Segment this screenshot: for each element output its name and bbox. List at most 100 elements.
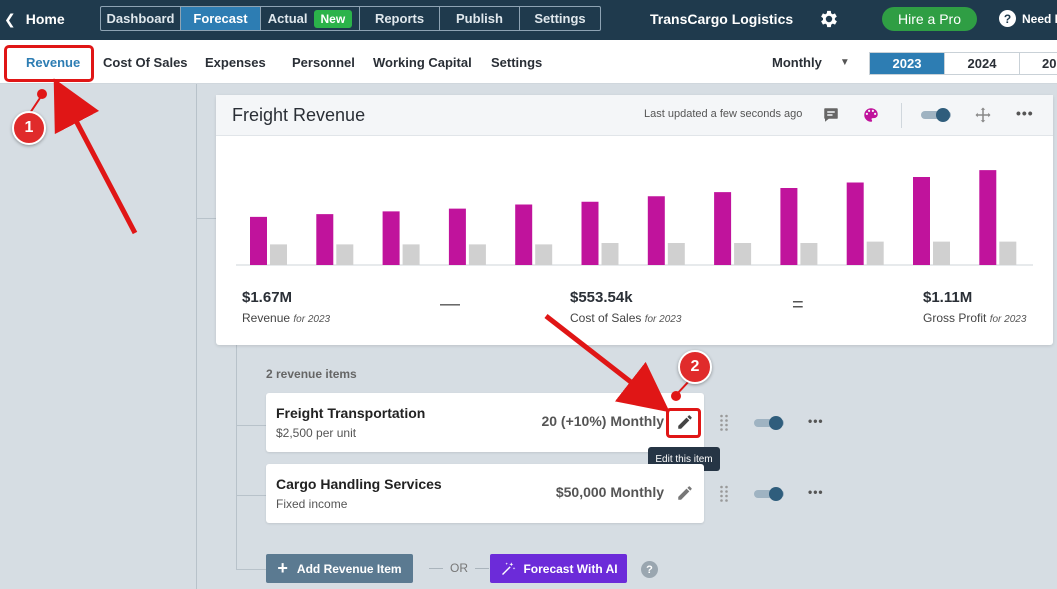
card-toggle[interactable]: [920, 106, 952, 124]
stat-revenue-label: Revenue for 2023: [242, 311, 330, 325]
item-more-options-icon[interactable]: •••: [808, 414, 824, 428]
stat-profit-label-text: Gross Profit: [923, 311, 987, 325]
period-select[interactable]: Monthly ▼: [772, 55, 850, 70]
subtab-settings[interactable]: Settings: [491, 54, 543, 70]
subtab-working-capital[interactable]: Working Capital: [373, 54, 472, 70]
tree-line: [196, 84, 197, 589]
pencil-icon[interactable]: [676, 484, 694, 502]
period-value: Monthly: [772, 55, 822, 70]
tab-actual[interactable]: Actual New: [261, 7, 360, 30]
cost-bar-4: [468, 244, 486, 265]
add-revenue-item-button[interactable]: + Add Revenue Item: [266, 554, 413, 583]
card-title: Freight Revenue: [232, 105, 366, 125]
drag-handle-icon[interactable]: [719, 414, 729, 432]
stat-cost-of-sales: $553.54k Cost of Sales for 2023: [570, 289, 681, 325]
item-value: $50,000 Monthly: [555, 484, 664, 500]
main-nav-tabs: Dashboard Forecast Actual New Reports Pu…: [100, 6, 601, 31]
or-label: OR: [450, 561, 468, 575]
chevron-down-icon: ▼: [839, 57, 850, 68]
help-icon[interactable]: ?: [641, 561, 658, 578]
pencil-icon[interactable]: [676, 413, 694, 431]
top-bar: ❮ Home Dashboard Forecast Actual New Rep…: [0, 0, 1057, 40]
revenue-bar-5: [515, 204, 533, 265]
cost-bar-3: [402, 244, 420, 265]
tree-line: [236, 569, 266, 570]
add-revenue-item-label: Add Revenue Item: [296, 561, 402, 576]
or-dash-right: [475, 567, 489, 569]
subtab-personnel[interactable]: Personnel: [292, 54, 355, 70]
year-2024[interactable]: 2024: [945, 53, 1020, 74]
stat-revenue-label-text: Revenue: [242, 311, 291, 325]
minus-sign: —: [440, 293, 460, 315]
gear-icon[interactable]: [818, 8, 840, 30]
item-toggle[interactable]: [753, 485, 785, 503]
revenue-item-cargo-handling[interactable]: Cargo Handling Services Fixed income $50…: [266, 464, 704, 523]
home-link[interactable]: ❮ Home: [0, 0, 65, 38]
new-badge: New: [313, 9, 353, 28]
more-options-icon[interactable]: •••: [1016, 105, 1034, 121]
plus-icon: +: [277, 558, 288, 578]
cost-bar-12: [999, 241, 1017, 265]
cost-bar-10: [866, 241, 884, 265]
palette-icon[interactable]: [862, 106, 880, 124]
stat-revenue-value: $1.67M: [242, 289, 293, 306]
revenue-bar-4: [448, 208, 466, 265]
year-2023[interactable]: 2023: [870, 53, 945, 74]
cost-bar-5: [535, 244, 553, 265]
forecast-with-ai-button[interactable]: Forecast With AI: [490, 554, 627, 583]
tab-publish[interactable]: Publish: [440, 7, 520, 30]
cost-bar-9: [800, 243, 818, 265]
last-updated: Last updated a few seconds ago: [644, 108, 803, 120]
help-link[interactable]: ? Need H: [999, 10, 1057, 27]
step-2-marker: 2: [678, 350, 712, 384]
stat-profit-period: for 2023: [989, 314, 1027, 325]
stat-cost-value: $553.54k: [570, 289, 633, 306]
revenue-highlight-box: [4, 45, 94, 82]
tab-reports[interactable]: Reports: [360, 7, 440, 30]
edit-highlight-box: [666, 408, 701, 438]
tab-settings-label: Settings: [534, 11, 586, 26]
comment-icon[interactable]: [822, 106, 840, 124]
help-icon: ?: [999, 10, 1016, 27]
stat-cost-label: Cost of Sales for 2023: [570, 311, 681, 325]
revenue-item-freight-transportation[interactable]: Freight Transportation $2,500 per unit 2…: [266, 393, 704, 452]
item-toggle[interactable]: [753, 414, 785, 432]
stat-cost-label-text: Cost of Sales: [570, 311, 642, 325]
chart-bars: [250, 170, 1017, 265]
revenue-bar-11: [913, 177, 930, 265]
forecast-with-ai-label: Forecast With AI: [523, 561, 618, 576]
drag-handle-icon[interactable]: [719, 485, 729, 503]
revenue-bar-3: [382, 211, 400, 265]
cost-bar-6: [601, 243, 619, 265]
item-name: Freight Transportation: [276, 405, 426, 421]
tab-settings[interactable]: Settings: [520, 7, 600, 30]
help-label: Need H: [1022, 11, 1057, 26]
company-name: TransCargo Logistics: [650, 11, 794, 27]
subtab-expenses[interactable]: Expenses: [205, 54, 266, 70]
step-1-marker: 1: [12, 111, 46, 145]
stat-revenue-period: for 2023: [293, 314, 331, 325]
tab-publish-label: Publish: [456, 11, 503, 26]
tab-dashboard[interactable]: Dashboard: [101, 7, 181, 30]
tab-reports-label: Reports: [374, 11, 425, 26]
hire-pro-button[interactable]: Hire a Pro: [882, 7, 977, 31]
revenue-bar-12: [979, 170, 997, 265]
cost-bar-7: [667, 243, 685, 265]
item-more-options-icon[interactable]: •••: [808, 485, 824, 499]
move-icon[interactable]: [974, 106, 992, 124]
equals-sign: =: [792, 294, 804, 316]
items-count: 2 revenue items: [266, 367, 357, 381]
subtab-cost-of-sales[interactable]: Cost Of Sales: [103, 54, 188, 70]
header-divider: [901, 103, 902, 128]
tab-forecast-label: Forecast: [193, 11, 248, 26]
tab-forecast[interactable]: Forecast: [181, 7, 261, 30]
card-header: Freight Revenue Last updated a few secon…: [216, 95, 1053, 136]
step1-dot: [37, 89, 47, 99]
arrow-to-revenue-tab: [53, 78, 138, 235]
year-2025[interactable]: 20: [1042, 56, 1057, 71]
stat-profit-value: $1.11M: [923, 289, 973, 306]
magic-wand-icon: [502, 561, 516, 575]
item-name: Cargo Handling Services: [276, 476, 442, 492]
subtab-revenue[interactable]: Revenue: [26, 54, 81, 70]
item-subtitle: Fixed income: [276, 497, 348, 511]
